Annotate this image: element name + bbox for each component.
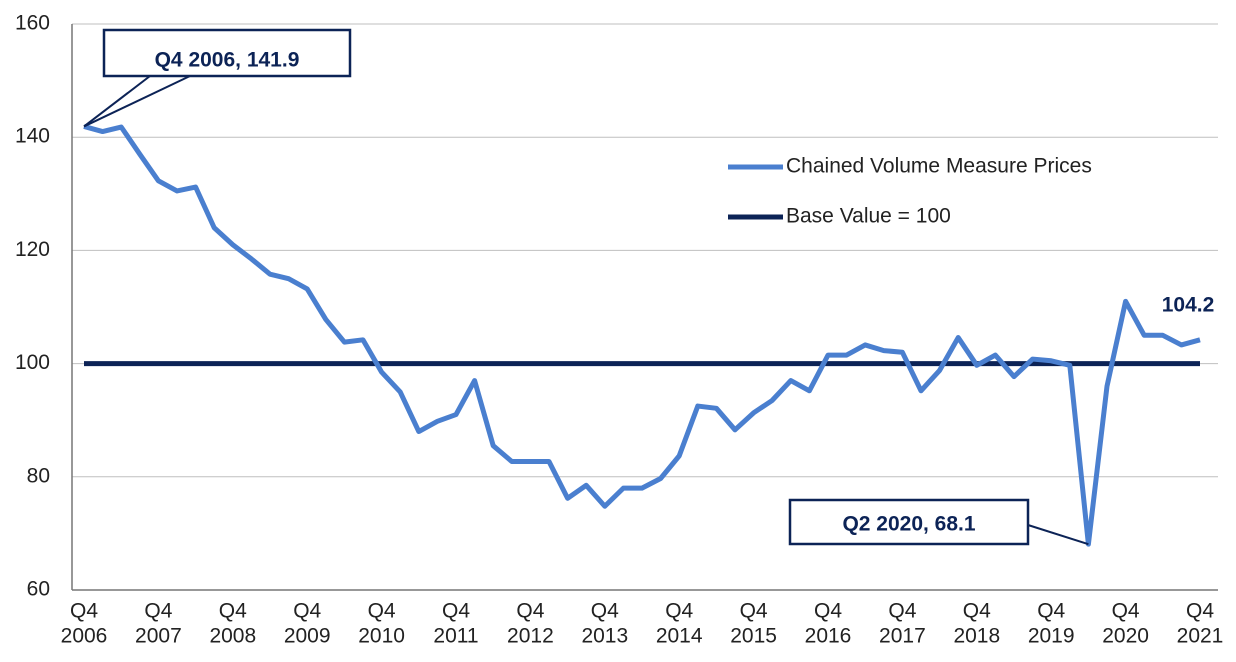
x-tick-label: 2014 [656,625,703,648]
y-tick-label: 100 [15,351,50,374]
x-tick-label: 2007 [135,625,182,648]
y-tick-label: 140 [15,125,50,148]
x-tick-label: Q4 [665,600,693,623]
annotation: Q4 2006, 141.9 [155,49,300,72]
legend-label: Base Value = 100 [786,205,951,228]
annotation-pointer [1027,524,1089,546]
x-tick-label: Q4 [814,600,842,623]
y-tick-label: 120 [15,238,50,261]
x-tick-label: Q4 [70,600,98,623]
annotation: Q2 2020, 68.1 [842,513,975,536]
x-tick-label: Q4 [144,600,172,623]
x-tick-label: Q4 [963,600,991,623]
x-tick-label: 2015 [730,625,777,648]
annotation: 104.2 [1162,294,1215,317]
x-tick-label: Q4 [591,600,619,623]
x-tick-label: 2012 [507,625,554,648]
annotation-box [788,498,1030,546]
annotation-box [102,28,352,78]
y-tick-label: 80 [27,464,50,487]
x-tick-label: 2020 [1102,625,1149,648]
annotation-pointer [83,75,151,128]
x-tick-label: Q4 [442,600,470,623]
x-tick-label: Q4 [1037,600,1065,623]
x-tick-label: 2009 [284,625,331,648]
x-tick-label: 2016 [805,625,852,648]
y-tick-label: 160 [15,12,50,35]
x-tick-label: 2013 [581,625,628,648]
x-tick-label: Q4 [1112,600,1140,623]
legend-label: Chained Volume Measure Prices [786,155,1092,178]
x-tick-label: Q4 [1186,600,1214,623]
annotation-pointer [83,75,191,128]
x-tick-label: 2010 [358,625,405,648]
x-tick-label: Q4 [888,600,916,623]
x-tick-label: Q4 [219,600,247,623]
x-tick-label: Q4 [293,600,321,623]
x-tick-label: 2018 [953,625,1000,648]
x-tick-label: Q4 [368,600,396,623]
x-tick-label: Q4 [516,600,544,623]
y-tick-label: 60 [27,578,50,601]
x-tick-label: 2008 [209,625,256,648]
x-tick-label: 2021 [1177,625,1224,648]
x-tick-label: 2011 [433,625,478,648]
series-line [83,124,1201,547]
x-tick-label: 2017 [879,625,926,648]
x-tick-label: Q4 [740,600,768,623]
x-tick-label: 2006 [61,625,108,648]
x-tick-label: 2019 [1028,625,1075,648]
